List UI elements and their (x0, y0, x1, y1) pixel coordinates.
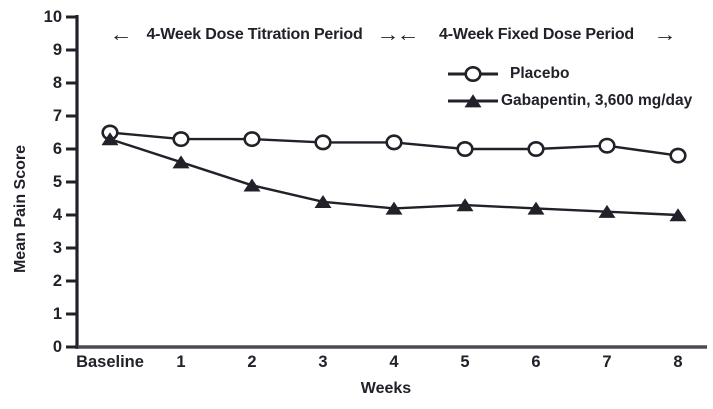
y-tick-label: 2 (52, 272, 62, 290)
legend-item-gabapentin: Gabapentin, 3,600 mg/day (447, 87, 692, 114)
gabapentin-filled-triangle-marker-icon (448, 93, 498, 107)
placebo-point-marker (669, 147, 687, 164)
x-tick-label: 6 (531, 353, 541, 371)
placebo-point-marker (172, 131, 190, 148)
gabapentin-point-marker (243, 178, 261, 192)
y-tick-label: 10 (43, 8, 62, 26)
gabapentin-point-marker (527, 201, 545, 215)
legend: Placebo Gabapentin, 3,600 mg/day (447, 60, 692, 114)
left-arrow-icon: ← (109, 24, 133, 46)
x-tick-label: 8 (673, 353, 683, 371)
x-tick-label: 5 (460, 353, 470, 371)
gabapentin-point-marker (598, 204, 616, 218)
legend-label-placebo: Placebo (510, 64, 570, 82)
y-tick-label: 6 (52, 140, 62, 158)
placebo-point-marker (456, 141, 474, 158)
gabapentin-point-marker (385, 201, 403, 215)
placebo-point-marker (314, 134, 332, 151)
y-tick-label: 3 (52, 239, 62, 257)
placebo-point-marker (243, 131, 261, 148)
y-tick-label: 4 (52, 206, 62, 224)
annotation-fixed-dose-label: 4-Week Fixed Dose Period (439, 26, 634, 43)
placebo-point-marker (385, 134, 403, 151)
x-tick-label: 4 (389, 353, 399, 371)
y-tick-label: 7 (52, 107, 62, 125)
right-arrow-icon: → (653, 24, 677, 46)
annotation-fixed-dose-period: ← 4-Week Fixed Dose Period → (396, 24, 677, 46)
gabapentin-point-marker (669, 208, 687, 222)
placebo-open-circle-marker-icon (448, 65, 498, 82)
placebo-point-marker (598, 137, 616, 154)
y-tick-label: 8 (52, 74, 62, 92)
right-arrow-icon: → (376, 24, 400, 46)
y-tick-label: 5 (52, 173, 62, 191)
gabapentin-point-marker (101, 132, 119, 146)
x-tick-label: 7 (602, 353, 612, 371)
left-arrow-icon: ← (396, 24, 420, 46)
x-axis-title: Weeks (360, 380, 412, 397)
y-tick-label: 9 (52, 41, 62, 59)
x-tick-label: Baseline (76, 353, 144, 371)
gabapentin-point-marker (456, 198, 474, 212)
x-tick-label: 1 (176, 353, 186, 371)
y-tick-label: 0 (52, 338, 62, 356)
gabapentin-point-marker (314, 195, 332, 208)
x-tick-label: 3 (318, 353, 328, 371)
placebo-point-marker (527, 141, 545, 158)
legend-label-gabapentin: Gabapentin, 3,600 mg/day (501, 91, 693, 109)
gabapentin-point-marker (172, 155, 190, 169)
x-tick-label: 2 (247, 353, 257, 371)
legend-item-placebo: Placebo (447, 60, 692, 87)
annotation-dose-titration-label: 4-Week Dose Titration Period (146, 26, 363, 43)
annotation-dose-titration-period: ← 4-Week Dose Titration Period → (109, 24, 400, 46)
y-tick-label: 1 (52, 305, 62, 323)
